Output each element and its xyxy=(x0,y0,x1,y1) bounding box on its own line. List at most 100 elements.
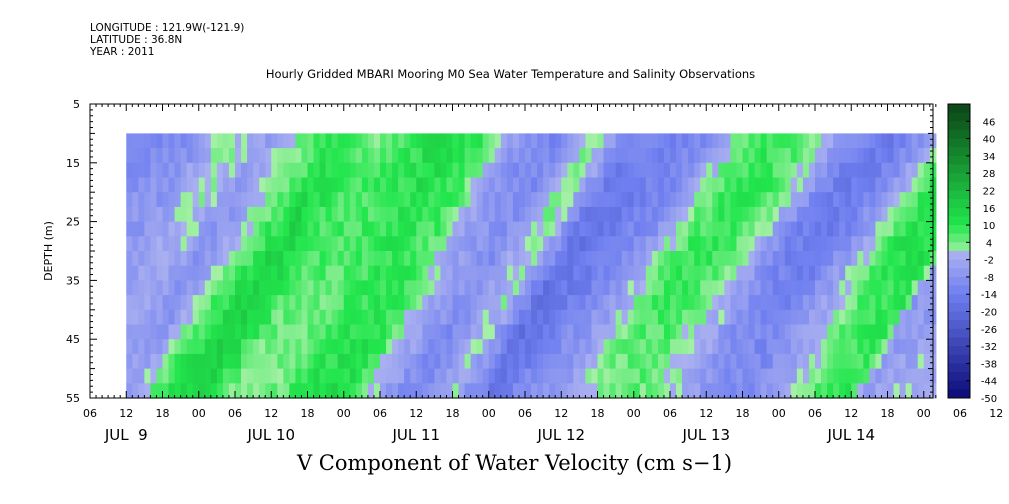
heatmap-cell xyxy=(180,251,188,267)
heatmap-cell xyxy=(506,339,514,355)
heatmap-cell xyxy=(851,192,858,208)
heatmap-cell xyxy=(512,309,520,326)
heatmap-cell xyxy=(156,206,164,223)
x-tick-label: 18 xyxy=(736,407,750,420)
heatmap-cell xyxy=(905,177,913,193)
heatmap-cell xyxy=(815,309,822,326)
heatmap-cell xyxy=(458,251,466,267)
heatmap-cell xyxy=(313,162,321,179)
heatmap-cell xyxy=(476,177,484,193)
heatmap-cell xyxy=(833,280,840,296)
heatmap-cell xyxy=(543,148,550,164)
heatmap-cell xyxy=(265,236,272,252)
heatmap-cell xyxy=(718,280,725,296)
heatmap-cell xyxy=(307,133,315,149)
heatmap-cell xyxy=(893,206,901,223)
heatmap-cell xyxy=(760,192,768,208)
heatmap-cell xyxy=(670,177,677,193)
heatmap-cell xyxy=(863,221,870,237)
heatmap-cell xyxy=(494,192,502,208)
heatmap-cell xyxy=(313,251,321,267)
heatmap-cell xyxy=(615,206,623,223)
heatmap-cell xyxy=(802,324,810,340)
heatmap-cell xyxy=(790,383,798,399)
heatmap-cell xyxy=(343,133,351,149)
heatmap-cell xyxy=(579,162,587,179)
heatmap-cell xyxy=(766,177,774,193)
heatmap-cell xyxy=(162,162,170,179)
heatmap-cell xyxy=(337,265,345,281)
heatmap-cell xyxy=(392,133,399,149)
heatmap-cell xyxy=(845,324,852,340)
heatmap-cell xyxy=(730,368,738,384)
heatmap-cell xyxy=(277,162,284,179)
heatmap-cell xyxy=(561,265,568,281)
heatmap-cell xyxy=(174,265,182,281)
heatmap-cell xyxy=(488,162,496,179)
heatmap-cell xyxy=(494,309,502,326)
heatmap-cell xyxy=(271,251,278,267)
heatmap-cell xyxy=(585,133,593,149)
heatmap-cell xyxy=(790,221,798,237)
heatmap-cell xyxy=(512,192,520,208)
heatmap-cell xyxy=(518,339,526,355)
heatmap-cell xyxy=(210,383,218,399)
heatmap-cell xyxy=(192,295,200,311)
heatmap-cell xyxy=(512,295,520,311)
heatmap-cell xyxy=(633,383,641,399)
heatmap-cell xyxy=(615,339,623,355)
heatmap-cell xyxy=(579,339,587,355)
heatmap-cell xyxy=(162,177,170,193)
heatmap-cell xyxy=(518,280,526,296)
heatmap-cell xyxy=(295,368,303,384)
colorbar-bin xyxy=(948,285,970,295)
heatmap-cell xyxy=(446,148,454,164)
heatmap-cell xyxy=(241,221,248,237)
heatmap-cell xyxy=(621,251,629,267)
heatmap-cell xyxy=(518,309,526,326)
colorbar-label: -44 xyxy=(981,377,997,388)
heatmap-cell xyxy=(367,206,375,223)
heatmap-cell xyxy=(156,265,164,281)
heatmap-cell xyxy=(488,251,496,267)
heatmap-cell xyxy=(663,206,671,223)
heatmap-cell xyxy=(301,133,309,149)
heatmap-cell xyxy=(579,383,587,399)
heatmap-cell xyxy=(663,251,671,267)
heatmap-cell xyxy=(410,221,417,237)
heatmap-cell xyxy=(204,177,212,193)
heatmap-cell xyxy=(192,221,200,237)
heatmap-cell xyxy=(663,324,671,340)
heatmap-cell xyxy=(905,383,913,399)
heatmap-cell xyxy=(579,265,587,281)
heatmap-cell xyxy=(518,265,526,281)
heatmap-cell xyxy=(712,148,719,164)
heatmap-cell xyxy=(754,280,762,296)
heatmap-cell xyxy=(639,148,647,164)
heatmap-cell xyxy=(355,162,363,179)
heatmap-cell xyxy=(313,383,321,399)
heatmap-cell xyxy=(132,221,139,237)
heatmap-cell xyxy=(138,339,145,355)
heatmap-cell xyxy=(355,280,363,296)
heatmap-cell xyxy=(609,339,617,355)
heatmap-cell xyxy=(923,324,931,340)
heatmap-cell xyxy=(361,295,369,311)
heatmap-cell xyxy=(670,192,677,208)
heatmap-cell xyxy=(778,280,786,296)
heatmap-cell xyxy=(621,280,629,296)
heatmap-cell xyxy=(893,309,901,326)
heatmap-cell xyxy=(736,383,744,399)
heatmap-cell xyxy=(355,309,363,326)
heatmap-cell xyxy=(730,265,738,281)
heatmap-cell xyxy=(174,368,182,384)
heatmap-cell xyxy=(301,265,309,281)
heatmap-cell xyxy=(452,309,460,326)
heatmap-cell xyxy=(319,236,327,252)
heatmap-cell xyxy=(760,206,768,223)
heatmap-cell xyxy=(579,177,587,193)
heatmap-cell xyxy=(331,265,339,281)
heatmap-cell xyxy=(676,309,683,326)
heatmap-cell xyxy=(633,133,641,149)
